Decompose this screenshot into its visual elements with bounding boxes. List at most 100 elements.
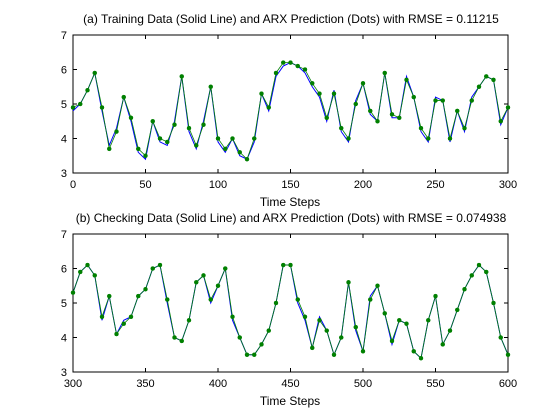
checking-prediction-dot bbox=[455, 307, 460, 313]
training-prediction-dot bbox=[418, 125, 424, 131]
training-prediction-dot bbox=[114, 129, 119, 134]
training-prediction-dot bbox=[310, 81, 315, 86]
checking-prediction-dot bbox=[107, 293, 112, 299]
checking-x-tick-label: 350 bbox=[136, 378, 154, 390]
checking-y-tick-label: 4 bbox=[61, 333, 67, 345]
checking-prediction-dot bbox=[266, 328, 271, 333]
checking-prediction-dot bbox=[128, 314, 134, 320]
training-prediction-dot bbox=[121, 94, 126, 100]
training-prediction-dot bbox=[244, 156, 250, 162]
checking-prediction-dot bbox=[491, 300, 496, 306]
training-prediction-dot bbox=[317, 91, 322, 96]
training-prediction-dot bbox=[498, 119, 503, 124]
training-prediction-dot bbox=[237, 150, 242, 155]
training-y-tick-label: 3 bbox=[61, 168, 67, 180]
checking-prediction-dot bbox=[389, 338, 395, 344]
training-x-tick-label: 250 bbox=[426, 179, 444, 191]
checking-prediction-dot bbox=[92, 273, 97, 278]
checking-prediction-dot bbox=[273, 300, 279, 306]
training-prediction-dot bbox=[165, 139, 170, 145]
training-prediction-dot bbox=[382, 70, 387, 76]
training-prediction-dot bbox=[281, 60, 286, 65]
training-prediction-dot bbox=[339, 125, 344, 131]
checking-prediction-dot bbox=[288, 262, 293, 268]
training-prediction-dot bbox=[70, 105, 76, 110]
training-prediction-dot bbox=[78, 101, 83, 107]
training-prediction-dot bbox=[99, 105, 105, 110]
training-prediction-dot bbox=[353, 101, 358, 107]
checking-y-tick-label: 3 bbox=[61, 367, 67, 379]
training-prediction-dot bbox=[368, 108, 373, 114]
training-prediction-dot bbox=[462, 125, 467, 131]
checking-prediction-dot bbox=[150, 266, 155, 271]
checking-prediction-dot bbox=[397, 318, 402, 323]
training-prediction-dot bbox=[411, 94, 416, 100]
checking-plot-area bbox=[72, 233, 509, 373]
training-prediction-dot bbox=[433, 98, 438, 103]
training-prediction-dot bbox=[273, 70, 279, 76]
checking-prediction-dot bbox=[382, 311, 387, 316]
checking-prediction-dot bbox=[411, 349, 416, 354]
checking-prediction-dot bbox=[368, 297, 373, 302]
training-prediction-dot bbox=[447, 136, 453, 141]
checking-prediction-dot bbox=[244, 352, 250, 357]
training-y-tick-label: 5 bbox=[61, 99, 67, 111]
checking-prediction-dot bbox=[302, 314, 308, 320]
training-prediction-dot bbox=[455, 108, 460, 114]
training-prediction-dot bbox=[331, 91, 337, 96]
training-title: (a) Training Data (Solid Line) and ARX P… bbox=[83, 12, 499, 26]
training-prediction-dot bbox=[440, 98, 445, 103]
training-prediction-dot bbox=[85, 87, 90, 93]
training-prediction-dot bbox=[208, 84, 213, 89]
checking-prediction-dot bbox=[339, 335, 344, 340]
training-prediction-dot bbox=[194, 143, 199, 148]
training-prediction-dot bbox=[295, 63, 300, 69]
training-x-axis-label: Time Steps bbox=[260, 195, 320, 209]
checking-x-tick-label: 500 bbox=[354, 378, 372, 390]
training-x-tick-label: 300 bbox=[499, 179, 517, 191]
checking-x-axis-label: Time Steps bbox=[260, 394, 320, 408]
training-prediction-dot bbox=[346, 136, 351, 141]
training-prediction-dot bbox=[107, 146, 112, 152]
checking-prediction-dot bbox=[215, 283, 221, 288]
training-x-tick-label: 100 bbox=[209, 179, 227, 191]
training-panel: (a) Training Data (Solid Line) and ARX P… bbox=[61, 12, 517, 209]
training-x-tick-label: 50 bbox=[139, 179, 151, 191]
checking-prediction-dot bbox=[165, 297, 170, 302]
checking-title: (b) Checking Data (Solid Line) and ARX P… bbox=[76, 211, 507, 225]
training-prediction-dot bbox=[288, 60, 293, 65]
training-prediction-dot bbox=[360, 81, 366, 86]
checking-x-tick-label: 600 bbox=[499, 378, 517, 390]
checking-prediction-dot bbox=[498, 335, 503, 340]
checking-x-tick-label: 450 bbox=[281, 378, 299, 390]
checking-prediction-dot bbox=[426, 318, 431, 323]
checking-prediction-dot bbox=[281, 262, 286, 268]
checking-prediction-dot bbox=[375, 283, 380, 288]
checking-prediction-dot bbox=[440, 342, 445, 347]
training-prediction-dot bbox=[324, 115, 329, 121]
checking-prediction-dot bbox=[346, 280, 351, 285]
checking-prediction-dot bbox=[172, 335, 177, 340]
checking-prediction-dot bbox=[121, 321, 126, 326]
training-prediction-dot bbox=[397, 115, 402, 121]
checking-prediction-dot bbox=[186, 318, 192, 323]
training-prediction-dot bbox=[389, 112, 395, 117]
training-prediction-dot bbox=[172, 122, 177, 127]
checking-prediction-dot bbox=[179, 338, 184, 344]
training-prediction-dot bbox=[186, 125, 192, 131]
checking-prediction-dot bbox=[353, 324, 358, 330]
training-prediction-dot bbox=[143, 153, 148, 158]
checking-prediction-dot bbox=[447, 328, 453, 333]
checking-prediction-dot bbox=[194, 280, 199, 285]
checking-prediction-dot bbox=[433, 293, 438, 299]
checking-y-tick-label: 5 bbox=[61, 298, 67, 310]
checking-prediction-dot bbox=[476, 262, 482, 268]
training-prediction-dot bbox=[128, 115, 134, 121]
training-y-tick-label: 7 bbox=[61, 30, 67, 42]
checking-prediction-dot bbox=[99, 314, 105, 320]
training-prediction-dot bbox=[469, 98, 474, 103]
training-prediction-dot bbox=[92, 70, 97, 76]
training-prediction-dot bbox=[484, 74, 489, 79]
training-x-tick-label: 200 bbox=[354, 179, 372, 191]
